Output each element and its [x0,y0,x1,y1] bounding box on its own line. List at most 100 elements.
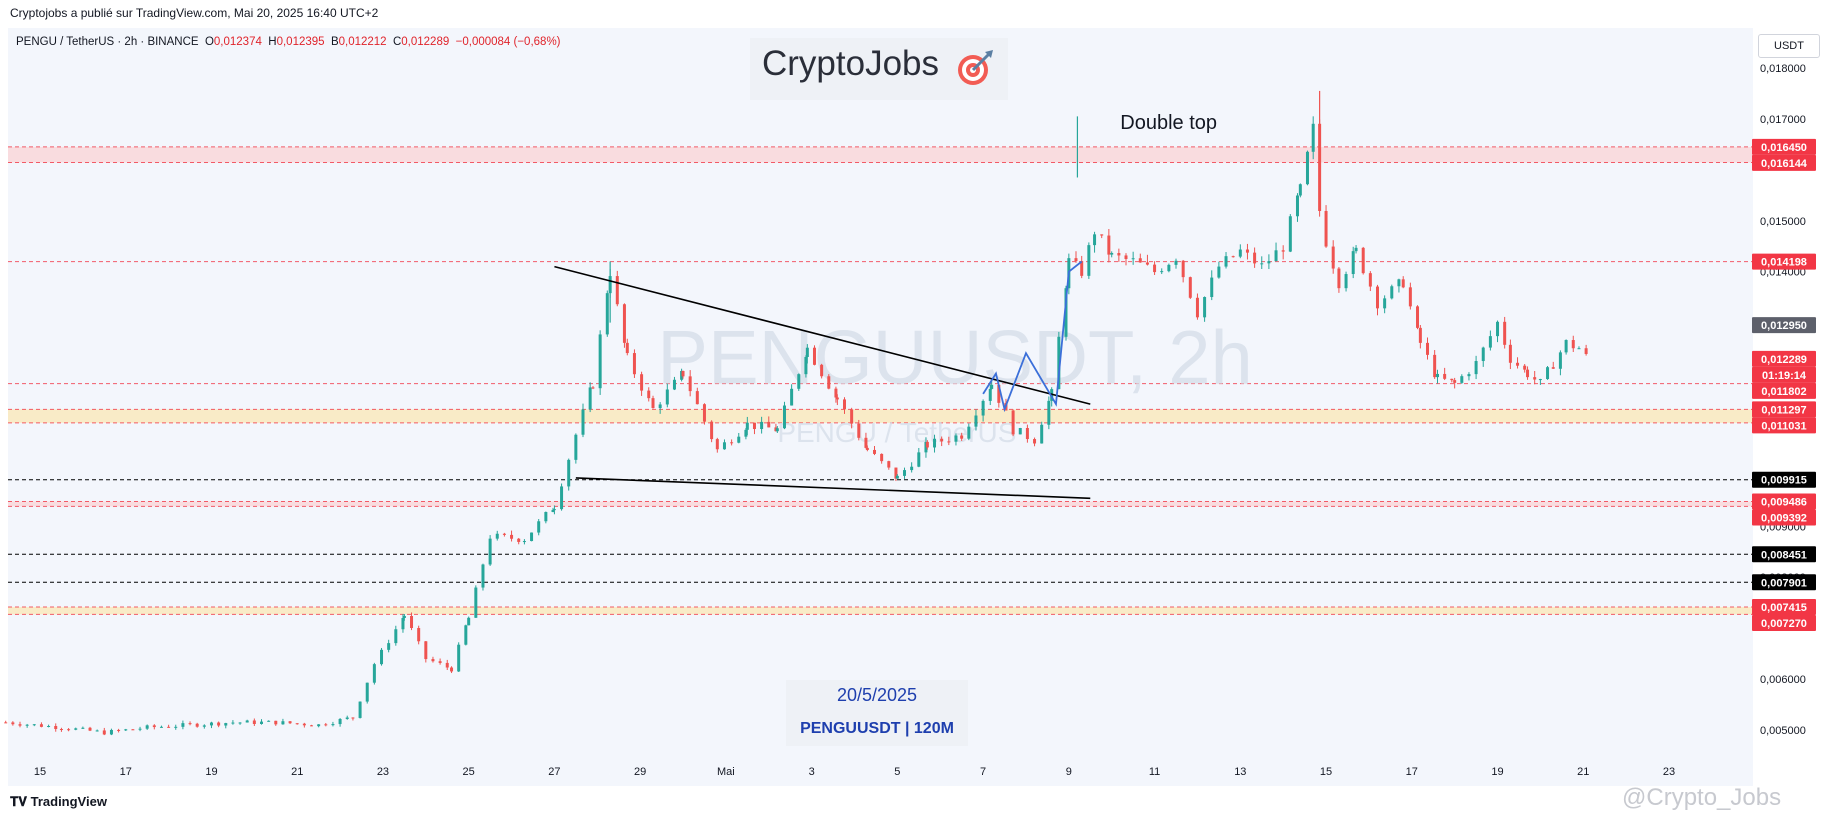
candle-body [1093,234,1097,246]
x-tick-label: 15 [34,766,46,778]
candle-body [1080,261,1084,276]
candle-body [488,538,492,565]
candle-body [1288,216,1292,252]
zone-2 [8,501,1753,507]
candle-body [431,659,435,662]
candle-body [11,722,15,725]
candle-body [1496,321,1500,337]
candle-body [401,617,405,630]
candle-body [865,447,869,450]
candle-body [372,664,376,683]
candle-body [658,404,662,409]
candle-body [1571,340,1575,349]
price-label-text: 0,007415 [1761,602,1807,614]
x-tick-label: Mai [717,766,735,778]
candle-body [954,435,958,442]
symbol-name[interactable]: PENGU / TetherUS · 2h · BINANCE [16,36,199,48]
candle-body [238,722,242,724]
candle-body [231,722,235,724]
candle-body [688,376,692,392]
candle-body [174,726,178,728]
candle-body [544,512,548,522]
candle-body [302,723,306,726]
candle-body [1426,342,1430,355]
y-tick-label: 0,017000 [1760,114,1806,126]
candle-body [990,384,994,389]
candle-body [380,649,384,665]
candle-body [632,353,636,375]
candle-body [1117,253,1121,256]
candle-body [752,422,756,430]
candle-body [820,364,824,377]
change-value: −0,000084 (−0,68%) [455,36,561,48]
candle-body [1047,400,1051,425]
candle-body [159,726,163,728]
candle-body [640,374,644,391]
candle-body [1523,365,1527,370]
candle-body [424,641,428,660]
candle-body [295,723,299,725]
zone-0 [8,146,1753,163]
candle-body [910,466,914,471]
candle-body [715,439,719,450]
price-label-badge [1752,509,1816,526]
candle-body [1351,251,1355,275]
price-label-text: 0,016144 [1761,158,1808,170]
price-label-text: 0,007901 [1761,577,1807,589]
price-label-text: 0,008451 [1761,549,1807,561]
y-tick-label: 0,018000 [1760,63,1806,75]
currency-selector[interactable]: USDT [1758,34,1820,58]
candle-body [1018,427,1022,435]
price-label-badge [1752,471,1816,488]
candle-body [960,435,964,439]
candle-body [695,391,699,405]
candle-body [1481,347,1485,362]
x-tick-label: 15 [1320,766,1332,778]
candle-body [152,725,156,728]
candle-body [782,405,786,429]
candle-body [567,459,571,487]
candle-body [1418,327,1422,343]
candle-body [947,441,951,443]
candle-body [997,384,1001,403]
candle-body [622,304,626,343]
candle-body [109,729,113,735]
candle-body [1153,264,1157,273]
candle-body [74,728,78,730]
price-label-text: 0,012950 [1761,320,1807,332]
price-label-text: 0,011297 [1761,404,1806,416]
candle-body [737,436,741,443]
candle-body [59,729,63,731]
tradingview-logo-text: TradingView [30,794,107,809]
candle-body [1546,367,1550,380]
candle-body [81,727,85,729]
candle-body [1298,184,1302,196]
candle-body [338,718,342,725]
x-tick-label: 5 [894,766,900,778]
candle-body [775,428,779,432]
price-label-badge [1752,350,1816,367]
candle-body [324,724,328,726]
candle-body [1436,373,1440,378]
candle-body [1217,266,1221,278]
candle-body [517,538,521,542]
candle-body [387,643,391,650]
price-label-text: 0,007270 [1761,618,1807,630]
candle-body [351,717,355,719]
candle-body [967,426,971,439]
x-tick-label: 13 [1234,766,1246,778]
candle-body [438,661,442,663]
candle-body [1408,287,1412,307]
candle-body [4,722,8,724]
candle-body [760,421,764,430]
candle-body [1526,369,1530,378]
tradingview-logo[interactable]: 𝐓𝐕 TradingView [10,794,107,809]
symbol-header: PENGU / TetherUS · 2h · BINANCE O0,01237… [16,36,561,48]
candle-body [1503,321,1507,345]
candle-body [1397,279,1401,287]
candle-body [530,532,534,542]
price-label-badge [1752,401,1816,418]
price-label-text: 0,009915 [1761,475,1807,487]
candle-body [1210,277,1214,298]
